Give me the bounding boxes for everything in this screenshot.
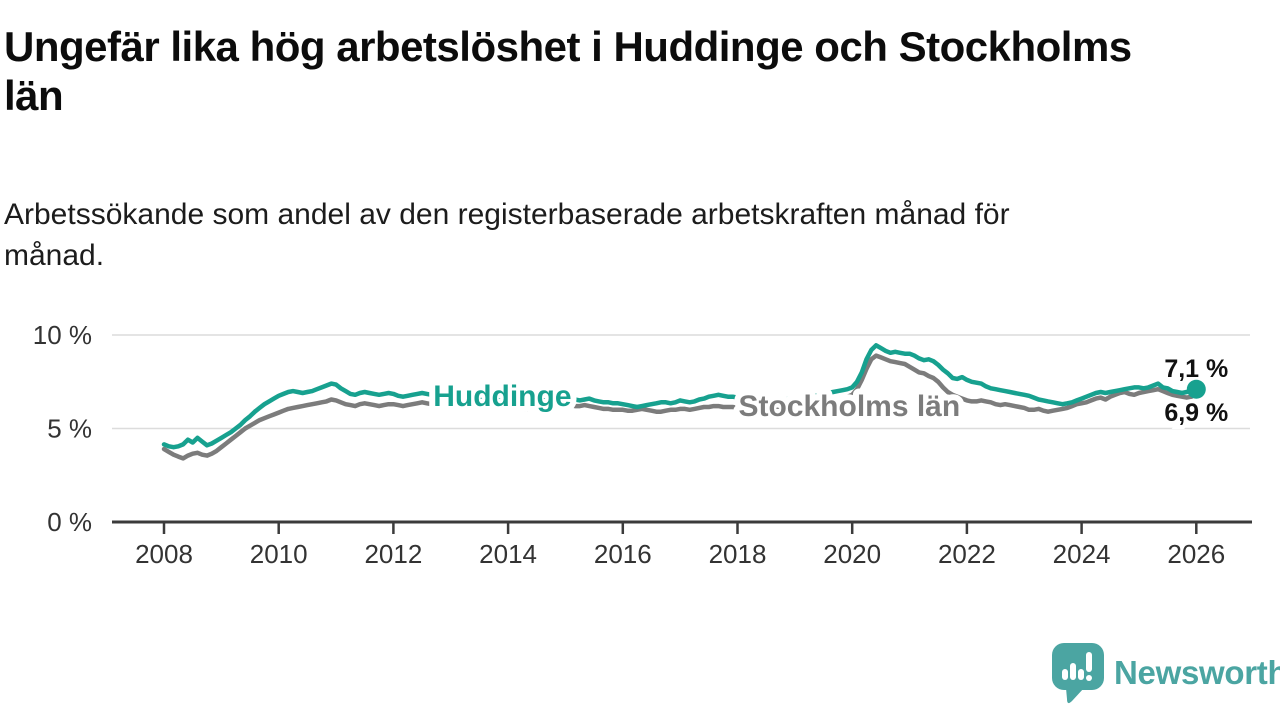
newsworthy-logo-icon [1052, 643, 1104, 704]
y-axis-label: 0 % [47, 507, 92, 537]
x-axis-label: 2024 [1053, 539, 1111, 569]
x-axis-label: 2022 [938, 539, 996, 569]
y-axis-label: 5 % [47, 414, 92, 444]
chart-title: Ungefär lika hög arbetslöshet i Huddinge… [4, 22, 1132, 120]
stockholms-lan-series-label: Stockholms län [738, 390, 960, 423]
huddinge-line [161, 343, 1199, 450]
x-axis-label: 2014 [479, 539, 537, 569]
x-axis-label: 2018 [709, 539, 767, 569]
newsworthy-logo-text: Newsworthy [1114, 654, 1280, 691]
chart-title-line-2: län [4, 72, 64, 119]
huddinge-series-label: Huddinge [433, 380, 571, 413]
x-axis-label: 2026 [1167, 539, 1225, 569]
x-axis-label: 2012 [364, 539, 422, 569]
chart-subtitle-line-1: Arbetssökande som andel av den registerb… [4, 198, 1010, 231]
x-axis-label: 2020 [823, 539, 881, 569]
chart-title-line-1: Ungefär lika hög arbetslöshet i Huddinge… [4, 23, 1132, 70]
huddinge-end-value: 7,1 % [1164, 355, 1228, 383]
chart-subtitle-line-2: månad. [4, 239, 105, 272]
x-axis-label: 2016 [594, 539, 652, 569]
x-axis-label: 2010 [250, 539, 308, 569]
x-axis-label: 2008 [135, 539, 193, 569]
newsworthy-logo: Newsworthy [1051, 642, 1280, 704]
stockholms-lan-end-value: 6,9 % [1164, 399, 1228, 427]
y-axis-label: 10 % [33, 320, 92, 350]
chart-subtitle: Arbetssökande som andel av den registerb… [4, 194, 1010, 276]
huddinge-end-marker [1186, 379, 1206, 399]
stockholms-lan-line [161, 353, 1199, 461]
